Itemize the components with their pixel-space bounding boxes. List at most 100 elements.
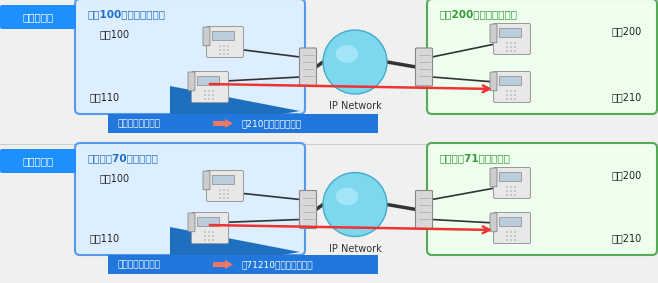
Text: 内線210: 内線210 bbox=[612, 92, 642, 102]
Circle shape bbox=[204, 94, 206, 96]
Bar bbox=[499, 28, 521, 37]
Text: 内線100: 内線100 bbox=[100, 29, 130, 39]
Circle shape bbox=[510, 46, 512, 48]
Ellipse shape bbox=[336, 45, 358, 63]
Text: 内線200: 内線200 bbox=[612, 170, 642, 180]
Circle shape bbox=[506, 98, 508, 100]
FancyBboxPatch shape bbox=[0, 5, 76, 29]
FancyBboxPatch shape bbox=[494, 23, 530, 55]
Circle shape bbox=[223, 193, 225, 195]
Circle shape bbox=[514, 231, 516, 233]
FancyArrow shape bbox=[213, 260, 233, 269]
Circle shape bbox=[204, 231, 206, 233]
Text: 内線200番台のシステム: 内線200番台のシステム bbox=[440, 9, 518, 19]
Circle shape bbox=[223, 45, 225, 47]
Circle shape bbox=[219, 197, 221, 199]
Circle shape bbox=[212, 98, 214, 100]
Circle shape bbox=[514, 46, 516, 48]
Circle shape bbox=[510, 50, 512, 52]
FancyBboxPatch shape bbox=[188, 72, 195, 91]
Circle shape bbox=[208, 239, 210, 241]
FancyBboxPatch shape bbox=[0, 149, 76, 173]
Circle shape bbox=[514, 42, 516, 44]
FancyBboxPatch shape bbox=[299, 190, 316, 228]
FancyBboxPatch shape bbox=[75, 0, 305, 114]
FancyBboxPatch shape bbox=[191, 72, 228, 102]
Circle shape bbox=[223, 49, 225, 51]
Text: 内線100番台のシステム: 内線100番台のシステム bbox=[88, 9, 166, 19]
FancyBboxPatch shape bbox=[191, 213, 228, 243]
Circle shape bbox=[510, 94, 512, 96]
Circle shape bbox=[510, 90, 512, 92]
FancyBboxPatch shape bbox=[490, 168, 497, 187]
Text: 受話器を上げる。: 受話器を上げる。 bbox=[118, 260, 161, 269]
Text: IP Network: IP Network bbox=[328, 243, 382, 254]
Circle shape bbox=[506, 46, 508, 48]
Bar bbox=[212, 31, 234, 40]
Text: 内線110: 内線110 bbox=[90, 92, 120, 102]
Circle shape bbox=[506, 231, 508, 233]
FancyBboxPatch shape bbox=[494, 213, 530, 243]
FancyBboxPatch shape bbox=[494, 168, 530, 198]
Circle shape bbox=[506, 235, 508, 237]
Text: 局番号：70のシステム: 局番号：70のシステム bbox=[88, 153, 159, 163]
Circle shape bbox=[208, 94, 210, 96]
Circle shape bbox=[219, 49, 221, 51]
Circle shape bbox=[208, 231, 210, 233]
FancyBboxPatch shape bbox=[427, 0, 657, 114]
Circle shape bbox=[506, 50, 508, 52]
Ellipse shape bbox=[323, 30, 387, 94]
Circle shape bbox=[510, 186, 512, 188]
Text: 閉番号方式: 閉番号方式 bbox=[22, 12, 53, 22]
Circle shape bbox=[227, 49, 229, 51]
Ellipse shape bbox=[323, 173, 387, 237]
Circle shape bbox=[227, 197, 229, 199]
Circle shape bbox=[204, 90, 206, 92]
Polygon shape bbox=[170, 86, 300, 133]
Circle shape bbox=[506, 90, 508, 92]
Circle shape bbox=[219, 193, 221, 195]
Circle shape bbox=[219, 189, 221, 191]
Text: 局番号：71のシステム: 局番号：71のシステム bbox=[440, 153, 511, 163]
Circle shape bbox=[212, 90, 214, 92]
Circle shape bbox=[510, 231, 512, 233]
Circle shape bbox=[227, 189, 229, 191]
Circle shape bbox=[227, 53, 229, 55]
Circle shape bbox=[510, 239, 512, 241]
Circle shape bbox=[510, 42, 512, 44]
Circle shape bbox=[208, 90, 210, 92]
Circle shape bbox=[510, 98, 512, 100]
Circle shape bbox=[219, 53, 221, 55]
Circle shape bbox=[510, 194, 512, 196]
FancyBboxPatch shape bbox=[427, 143, 657, 255]
Circle shape bbox=[506, 94, 508, 96]
Circle shape bbox=[514, 90, 516, 92]
FancyBboxPatch shape bbox=[494, 72, 530, 102]
FancyBboxPatch shape bbox=[108, 255, 378, 274]
Bar bbox=[197, 76, 219, 85]
Circle shape bbox=[514, 94, 516, 96]
FancyBboxPatch shape bbox=[299, 48, 316, 86]
Text: 受話器を上げる。: 受話器を上げる。 bbox=[118, 119, 161, 128]
Circle shape bbox=[212, 94, 214, 96]
Circle shape bbox=[514, 194, 516, 196]
Circle shape bbox=[510, 190, 512, 192]
Bar bbox=[499, 76, 521, 85]
Circle shape bbox=[212, 231, 214, 233]
Circle shape bbox=[514, 239, 516, 241]
Text: IP Network: IP Network bbox=[328, 101, 382, 111]
Circle shape bbox=[204, 239, 206, 241]
Circle shape bbox=[208, 235, 210, 237]
Circle shape bbox=[510, 235, 512, 237]
Polygon shape bbox=[170, 227, 300, 274]
Bar bbox=[499, 217, 521, 226]
Circle shape bbox=[506, 194, 508, 196]
Circle shape bbox=[506, 186, 508, 188]
Text: 「71210」とダイヤル。: 「71210」とダイヤル。 bbox=[241, 260, 313, 269]
FancyBboxPatch shape bbox=[203, 27, 210, 46]
Bar bbox=[197, 217, 219, 226]
Circle shape bbox=[514, 235, 516, 237]
Circle shape bbox=[212, 235, 214, 237]
FancyBboxPatch shape bbox=[415, 190, 432, 228]
Circle shape bbox=[212, 239, 214, 241]
